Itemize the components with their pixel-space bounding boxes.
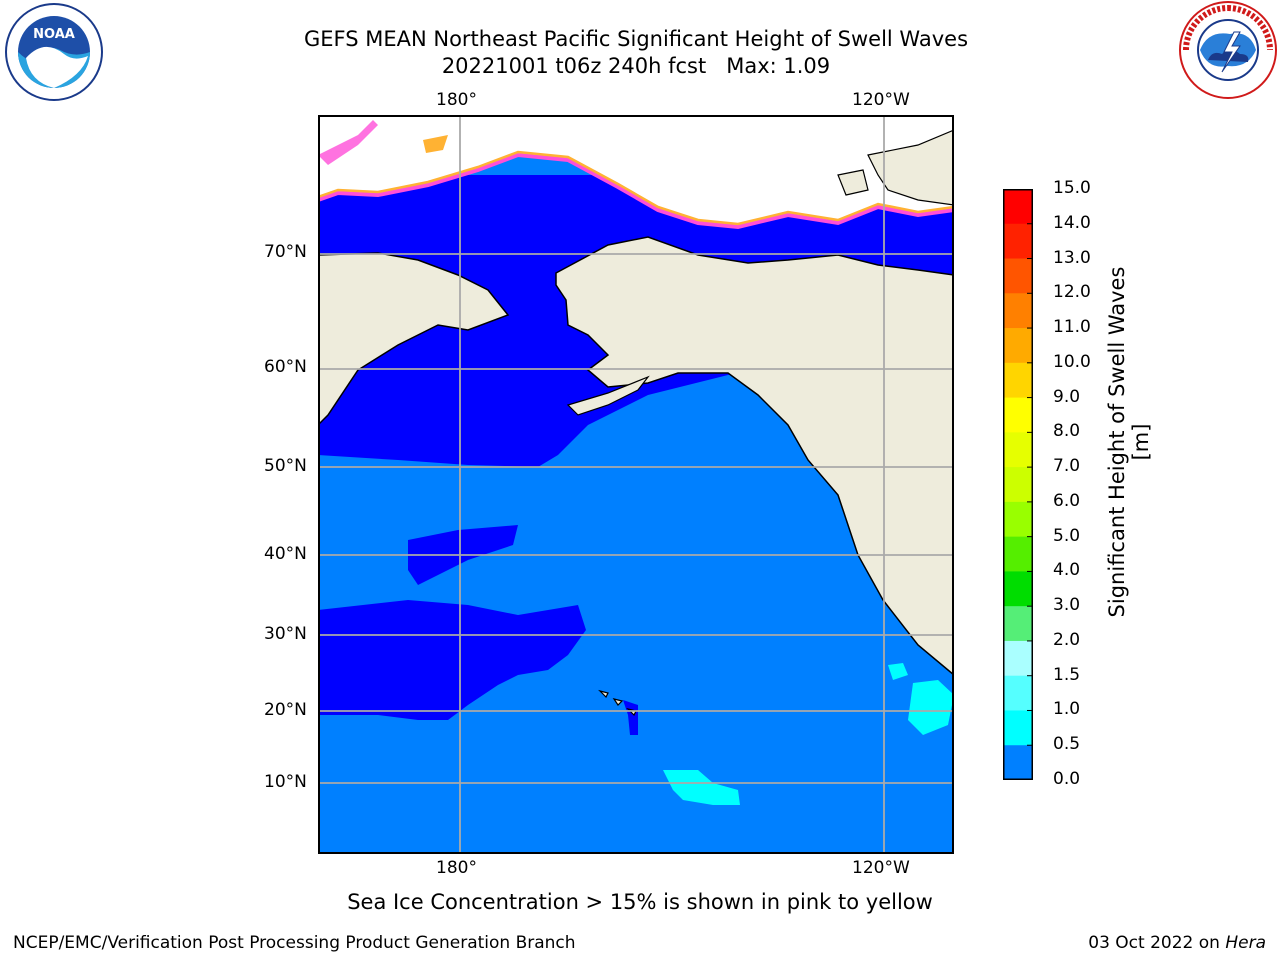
lat-label-70n: 70°N — [264, 242, 307, 262]
colorbar-tick-label: 3.0 — [1053, 595, 1081, 616]
colorbar-tick-label: 0.5 — [1053, 734, 1081, 755]
land-arctic-islands — [867, 129, 954, 206]
sea-ice-edge — [318, 152, 954, 230]
land-arctic-island — [837, 169, 869, 196]
colorbar-segment — [1003, 293, 1033, 329]
colorbar-segment — [1003, 328, 1033, 364]
footer-date: 03 Oct 2022 on Hera — [1088, 933, 1266, 953]
colorbar-segment — [1003, 223, 1033, 260]
ocean-swell-cyan-south — [663, 770, 740, 805]
colorbar-segment — [1003, 675, 1033, 711]
colorbar-tick-label: 13.0 — [1053, 247, 1091, 268]
colorbar-segment — [1003, 189, 1033, 225]
colorbar-tick-label: 10.0 — [1053, 351, 1091, 372]
land-alaska-peninsula — [566, 375, 650, 416]
footer-host: Hera — [1225, 933, 1266, 953]
colorbar-tick-label: 15.0 — [1053, 178, 1091, 198]
colorbar-segment — [1003, 640, 1033, 677]
nws-logo-icon — [1179, 1, 1277, 99]
lat-label-20n: 20°N — [264, 700, 307, 720]
colorbar-tick-label: 12.0 — [1053, 282, 1091, 303]
colorbar-tick-label: 6.0 — [1053, 490, 1081, 511]
sea-ice-note: Sea Ice Concentration > 15% is shown in … — [347, 890, 933, 914]
colorbar-tick-label: 0.0 — [1053, 769, 1081, 789]
colorbar-segment — [1003, 745, 1033, 780]
svg-text:NOAA: NOAA — [33, 27, 75, 42]
colorbar-tick-label: 5.0 — [1053, 525, 1081, 546]
sea-ice-fleck — [318, 120, 378, 165]
colorbar — [1003, 189, 1033, 780]
noaa-logo-icon: NOAA — [5, 3, 103, 101]
colorbar-segment — [1003, 501, 1033, 538]
land-alaska-canada — [555, 236, 954, 854]
colorbar-segment — [1003, 362, 1033, 399]
colorbar-label: Significant Height of Swell Waves [m] — [1105, 266, 1153, 618]
colorbar-tick-label: 4.0 — [1053, 560, 1081, 581]
colorbar-segment — [1003, 606, 1033, 642]
sea-ice-region — [318, 115, 954, 227]
colorbar-segment — [1003, 710, 1033, 746]
sea-ice-edge-orange — [318, 150, 954, 226]
map-gridlines — [318, 115, 954, 854]
ocean-swell-cyan-small — [888, 663, 908, 680]
colorbar-segment — [1003, 571, 1033, 607]
colorbar-tick-label: 7.0 — [1053, 456, 1081, 477]
colorbar-segment — [1003, 258, 1033, 294]
colorbar-tick-label: 1.0 — [1053, 699, 1081, 720]
colorbar-tick-label: 1.5 — [1053, 664, 1081, 685]
lon-label-top-120w: 120°W — [852, 90, 910, 110]
footer-credit: NCEP/EMC/Verification Post Processing Pr… — [13, 933, 576, 953]
colorbar-tick-label: 11.0 — [1053, 317, 1091, 338]
map-panel — [318, 115, 954, 854]
lat-label-40n: 40°N — [264, 544, 307, 564]
ocean-swell-cyan-east — [908, 680, 954, 735]
colorbar-tick-label: 8.0 — [1053, 421, 1081, 442]
lat-label-50n: 50°N — [264, 456, 307, 476]
colorbar-segment — [1003, 467, 1033, 503]
land-hawaii — [598, 689, 637, 717]
lat-label-10n: 10°N — [264, 772, 307, 792]
lon-label-bottom-180: 180° — [436, 858, 477, 878]
colorbar-tick-label: 9.0 — [1053, 386, 1081, 407]
colorbar-segment — [1003, 397, 1033, 433]
chart-title: GEFS MEAN Northeast Pacific Significant … — [303, 27, 969, 51]
lon-label-top-180: 180° — [436, 90, 477, 110]
ocean-swell-low-central — [318, 600, 586, 720]
sea-ice-fleck — [423, 135, 448, 153]
colorbar-segment — [1003, 536, 1033, 572]
colorbar-segment — [1003, 432, 1033, 468]
colorbar-tick-label: 2.0 — [1053, 629, 1081, 650]
lon-label-bottom-120w: 120°W — [852, 858, 910, 878]
ocean-swell-low-hawaii — [623, 700, 638, 735]
lat-label-60n: 60°N — [264, 357, 307, 377]
lat-label-30n: 30°N — [264, 624, 307, 644]
chart-subtitle: 20221001 t06z 240h fcst Max: 1.09 — [441, 54, 831, 78]
colorbar-tick-label: 14.0 — [1053, 212, 1091, 233]
